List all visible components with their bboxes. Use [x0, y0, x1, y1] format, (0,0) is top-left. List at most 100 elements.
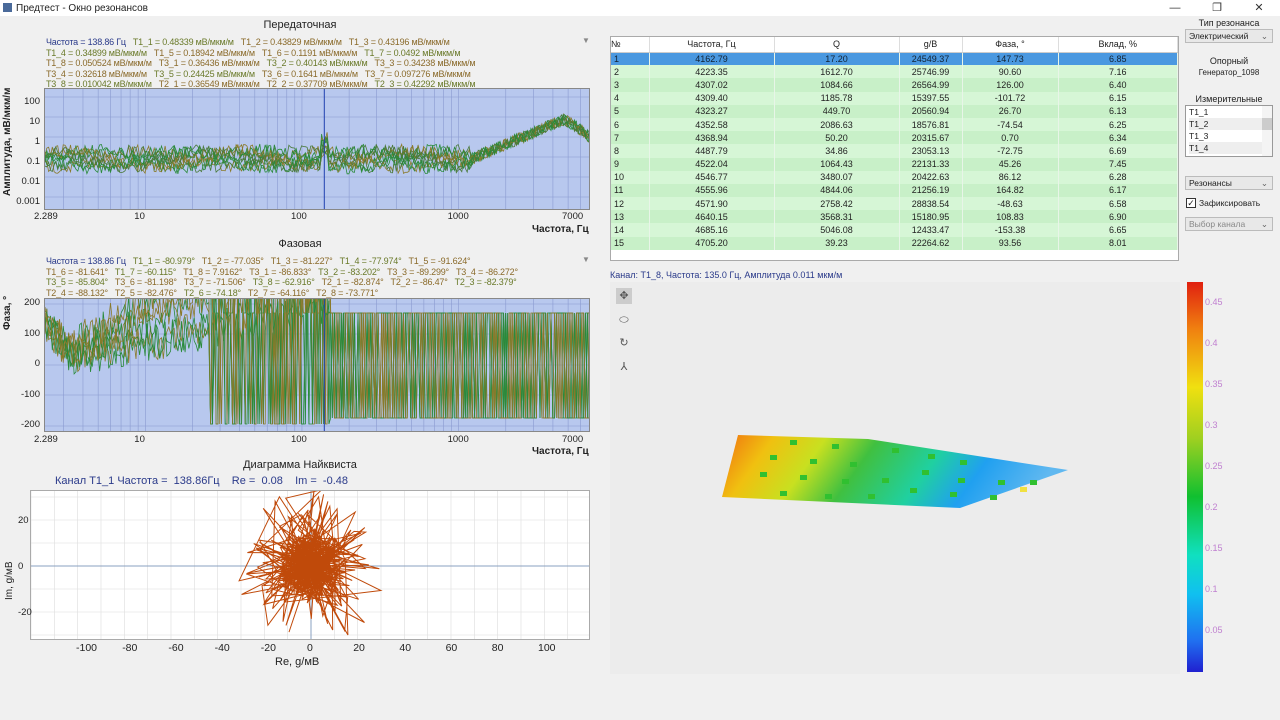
- sensor-point[interactable]: [990, 495, 997, 500]
- sensor-point[interactable]: [928, 454, 935, 459]
- measurement-item[interactable]: T1_2: [1189, 118, 1272, 130]
- sensor-point[interactable]: [790, 440, 797, 445]
- x-tick-label: 20: [353, 642, 365, 654]
- table-cell: 4223.35: [649, 65, 775, 79]
- table-cell: 20560.94: [899, 104, 963, 118]
- trace-line: [45, 115, 589, 175]
- legend-entry: T3_2 = -83.202°: [318, 266, 381, 277]
- table-cell: 28838.54: [899, 197, 963, 211]
- phase-plot[interactable]: [44, 298, 590, 432]
- phase-chart-title: Фазовая: [278, 238, 322, 250]
- table-row[interactable]: 9 4522.04 1064.43 22131.33 45.26 7.45: [611, 157, 1178, 171]
- chevron-down-icon: ⌄: [1260, 219, 1268, 229]
- transfer-plot[interactable]: [44, 88, 590, 210]
- measurement-item[interactable]: T1_3: [1189, 131, 1209, 141]
- table-cell: 1612.70: [774, 65, 900, 79]
- table-row[interactable]: 15 4705.20 39.23 22264.62 93.56 8.01: [611, 236, 1178, 250]
- sensor-point[interactable]: [780, 491, 787, 496]
- table-row[interactable]: 7 4368.94 50.20 20315.67 0.70 6.34: [611, 131, 1178, 145]
- sensor-point[interactable]: [960, 460, 967, 465]
- phase-xlabel: Частота, Гц: [532, 446, 589, 457]
- table-cell: 18576.81: [899, 117, 963, 132]
- table-cell: 6.34: [1058, 131, 1178, 145]
- sensor-point[interactable]: [922, 470, 929, 475]
- table-cell: 12433.47: [899, 223, 963, 237]
- table-row[interactable]: 2 4223.35 1612.70 25746.99 90.60 7.16: [611, 65, 1178, 79]
- measurement-list[interactable]: T1_1 T1_2 T1_3 T1_4: [1185, 105, 1273, 157]
- column-header[interactable]: Фаза, °: [962, 37, 1059, 53]
- rotate-tool-icon[interactable]: ↻: [619, 337, 629, 349]
- sensor-point[interactable]: [810, 459, 817, 464]
- resonance-type-value: Электрический: [1189, 31, 1249, 41]
- sensor-point[interactable]: [825, 494, 832, 499]
- measurement-item[interactable]: T1_4: [1189, 142, 1272, 154]
- sensor-point[interactable]: [892, 448, 899, 453]
- x-tick-label: 10: [134, 211, 145, 222]
- column-header[interactable]: №: [611, 37, 650, 53]
- fix-checkbox[interactable]: ✓: [1186, 198, 1196, 208]
- measurement-item[interactable]: T1_1: [1189, 107, 1209, 117]
- sensor-point[interactable]: [998, 480, 1005, 485]
- sensor-point[interactable]: [760, 472, 767, 477]
- table-cell: 21256.19: [899, 183, 963, 198]
- table-row[interactable]: 13 4640.15 3568.31 15180.95 108.83 6.90: [611, 210, 1178, 224]
- y-tick-label: 100: [24, 96, 40, 107]
- zoom-tool-icon[interactable]: ⬭: [619, 314, 629, 326]
- close-button[interactable]: ✕: [1254, 2, 1264, 14]
- sensor-point[interactable]: [850, 462, 857, 467]
- legend-entry: T3_4 = -86.272°: [455, 266, 518, 277]
- table-cell: 6.17: [1058, 183, 1178, 198]
- column-header[interactable]: Q: [774, 37, 900, 53]
- column-header[interactable]: g/B: [899, 37, 963, 53]
- table-row[interactable]: 6 4352.58 2086.63 18576.81 -74.54 6.25: [611, 117, 1178, 132]
- column-header[interactable]: Вклад, %: [1058, 37, 1178, 53]
- table-row[interactable]: 1 4162.79 17.20 24549.37 147.73 6.85: [611, 52, 1178, 66]
- mode-select[interactable]: Резонансы ⌄: [1185, 176, 1273, 190]
- table-row[interactable]: 10 4546.77 3480.07 20422.63 86.12 6.28: [611, 170, 1178, 184]
- view3d-canvas[interactable]: [610, 282, 1180, 674]
- legend-line: Частота = 138.86 Гц T1_1 = 0.48339 мВ/мкм…: [46, 37, 576, 48]
- table-row[interactable]: 12 4571.90 2758.42 28838.54 -48.63 6.58: [611, 197, 1178, 211]
- axes-tool-icon[interactable]: ⅄: [620, 361, 628, 373]
- table-cell: 34.86: [774, 144, 900, 158]
- trace-line: [45, 114, 589, 174]
- table-row[interactable]: 14 4685.16 5046.08 12433.47 -153.38 6.65: [611, 223, 1178, 237]
- table-cell: 8: [611, 144, 650, 158]
- table-row[interactable]: 4 4309.40 1185.78 15397.55 -101.72 6.15: [611, 91, 1178, 105]
- table-row[interactable]: 3 4307.02 1084.66 26564.99 126.00 6.40: [611, 78, 1178, 92]
- sensor-point[interactable]: [832, 444, 839, 449]
- legend-entry: T3_3 = 0.34238 мВ/мкм/м: [374, 58, 476, 68]
- sensor-point[interactable]: [842, 479, 849, 484]
- table-row[interactable]: 8 4487.79 34.86 23053.13 -72.75 6.69: [611, 144, 1178, 158]
- sensor-point[interactable]: [958, 478, 965, 483]
- restore-button[interactable]: ❐: [1212, 2, 1222, 14]
- legend-dropdown-icon[interactable]: ▼: [582, 255, 590, 264]
- sensor-point[interactable]: [868, 494, 875, 499]
- sensor-point[interactable]: [910, 488, 917, 493]
- legend-entry: T1_7 = -60.115°: [114, 266, 177, 277]
- legend-entry: T3_1 = 0.36436 мВ/мкм/м: [158, 58, 260, 68]
- pan-tool-icon[interactable]: ✥: [616, 288, 632, 304]
- table-row[interactable]: 11 4555.96 4844.06 21256.19 164.82 6.17: [611, 183, 1178, 198]
- sensor-point[interactable]: [1020, 487, 1027, 492]
- legend-entry: T1_8 = 0.050524 мВ/мкм/м: [46, 58, 152, 68]
- channel-select[interactable]: Выбор канала ⌄: [1185, 217, 1273, 231]
- sensor-point[interactable]: [882, 478, 889, 483]
- table-cell: 3480.07: [774, 170, 900, 184]
- table-cell: 90.60: [962, 65, 1059, 79]
- legend-dropdown-icon[interactable]: ▼: [582, 36, 590, 45]
- minimize-button[interactable]: —: [1169, 2, 1181, 14]
- y-tick-label: 0: [34, 358, 40, 369]
- scrollbar[interactable]: [1262, 106, 1272, 156]
- column-header[interactable]: Частота, Гц: [649, 37, 775, 53]
- table-cell: 5046.08: [774, 223, 900, 237]
- sensor-point[interactable]: [770, 455, 777, 460]
- resonance-type-select[interactable]: Электрический ⌄: [1185, 29, 1273, 43]
- table-cell: 86.12: [962, 170, 1059, 184]
- sensor-point[interactable]: [950, 492, 957, 497]
- sensor-point[interactable]: [800, 475, 807, 480]
- nyquist-plot[interactable]: [30, 490, 590, 640]
- sensor-point[interactable]: [1030, 480, 1037, 485]
- table-row[interactable]: 5 4323.27 449.70 20560.94 26.70 6.13: [611, 104, 1178, 118]
